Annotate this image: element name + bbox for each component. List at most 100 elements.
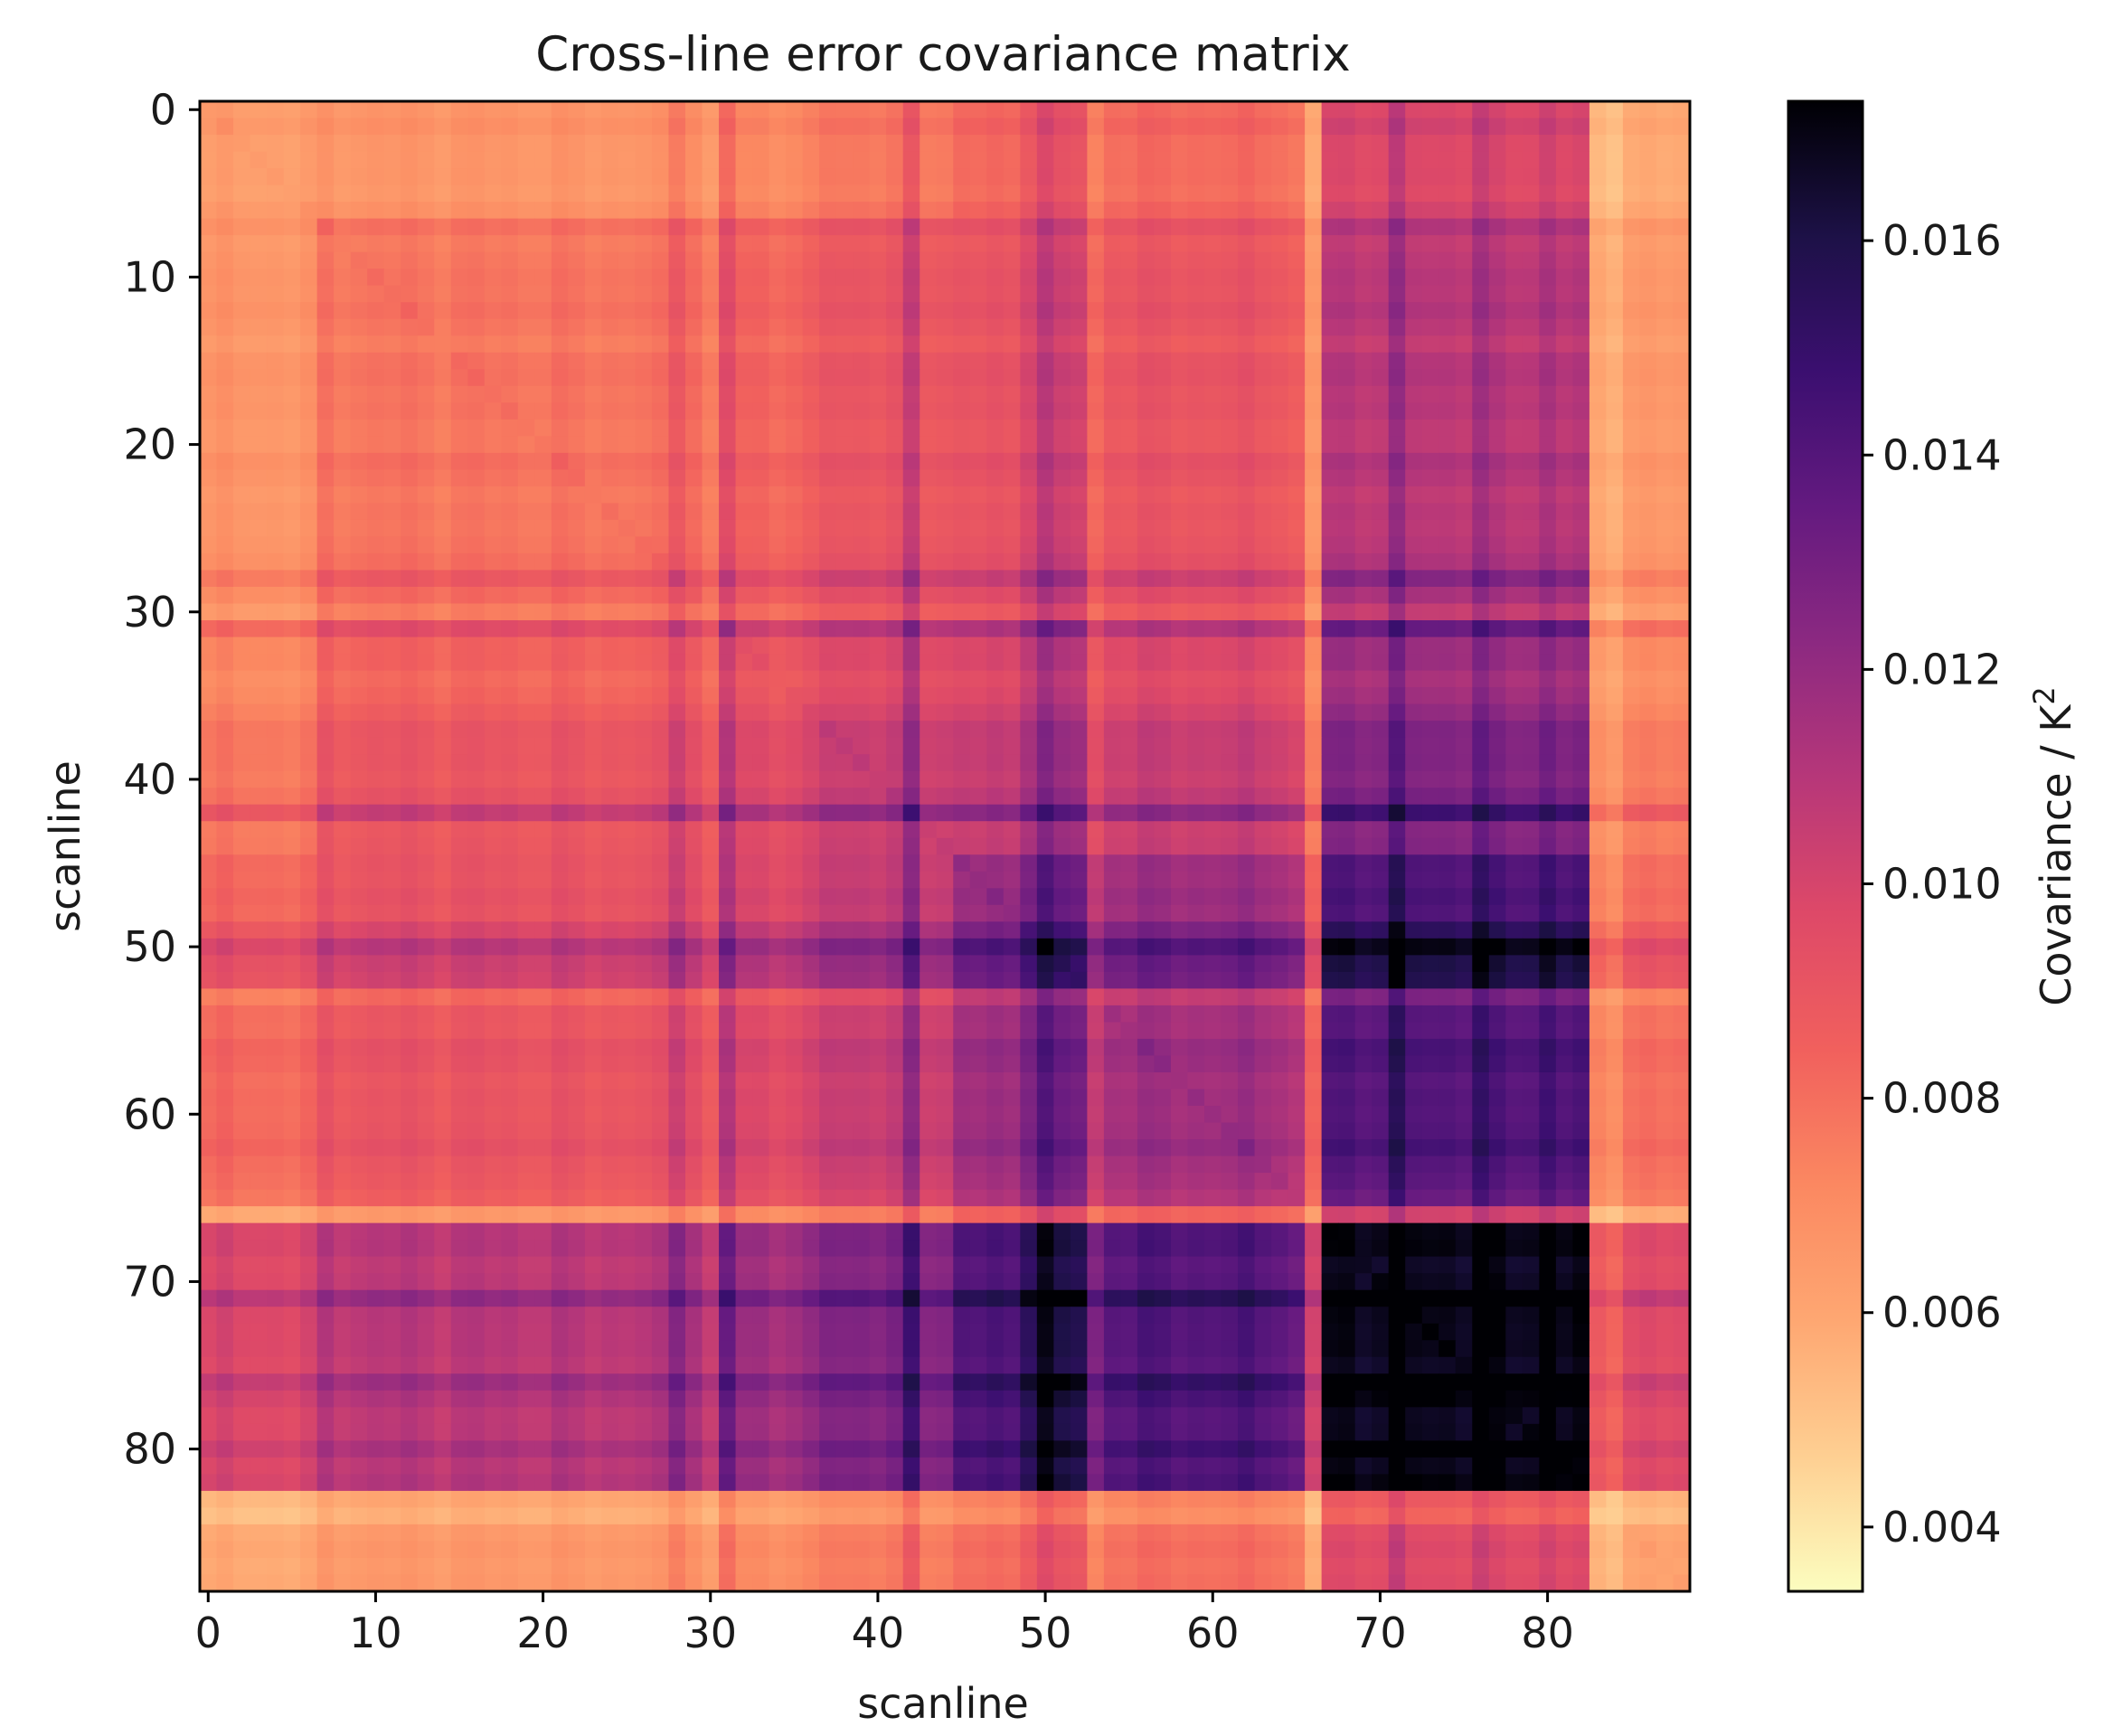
heatmap-cell xyxy=(568,184,586,203)
heatmap-cell xyxy=(334,151,352,169)
heatmap-cell xyxy=(1087,285,1105,303)
heatmap-cell xyxy=(668,888,686,906)
heatmap-cell xyxy=(1036,854,1054,873)
heatmap-cell xyxy=(1655,536,1674,554)
heatmap-cell xyxy=(1488,737,1506,755)
heatmap-cell xyxy=(1087,469,1105,487)
heatmap-cell xyxy=(969,1005,987,1024)
heatmap-cell xyxy=(1238,938,1256,956)
heatmap-cell xyxy=(467,788,486,806)
heatmap-cell xyxy=(1421,269,1439,287)
heatmap-cell xyxy=(517,603,535,621)
heatmap-cell xyxy=(986,436,1005,454)
heatmap-cell xyxy=(1505,871,1523,889)
heatmap-cell xyxy=(1103,721,1122,739)
heatmap-cell xyxy=(869,235,887,253)
heatmap-cell xyxy=(1204,821,1222,839)
heatmap-cell xyxy=(668,235,686,253)
heatmap-cell xyxy=(233,402,251,420)
heatmap-cell xyxy=(1305,436,1323,454)
heatmap-cell xyxy=(1020,469,1038,487)
heatmap-cell xyxy=(1137,620,1156,638)
heatmap-cell xyxy=(1405,570,1423,588)
heatmap-cell xyxy=(1606,971,1624,989)
heatmap-cell xyxy=(752,452,770,470)
heatmap-cell xyxy=(551,971,569,989)
heatmap-cell xyxy=(316,687,335,705)
heatmap-cell xyxy=(1572,670,1590,688)
heatmap-cell xyxy=(551,620,569,638)
heatmap-cell xyxy=(1137,184,1156,203)
heatmap-cell xyxy=(668,118,686,136)
heatmap-cell xyxy=(802,737,820,755)
heatmap-cell xyxy=(501,469,519,487)
heatmap-cell xyxy=(819,235,837,253)
heatmap-cell xyxy=(920,654,938,672)
heatmap-cell xyxy=(1655,118,1674,136)
heatmap-cell xyxy=(635,687,653,705)
heatmap-cell xyxy=(1421,419,1439,437)
heatmap-cell xyxy=(719,854,737,873)
heatmap-cell xyxy=(601,151,619,169)
heatmap-cell xyxy=(1405,804,1423,822)
heatmap-cell xyxy=(1053,251,1071,269)
heatmap-cell xyxy=(651,235,670,253)
heatmap-cell xyxy=(1238,620,1256,638)
heatmap-cell xyxy=(635,486,653,505)
heatmap-cell xyxy=(1539,452,1557,470)
heatmap-cell xyxy=(1539,385,1557,403)
heatmap-cell xyxy=(635,603,653,621)
heatmap-cell xyxy=(1606,737,1624,755)
heatmap-cell xyxy=(635,888,653,906)
heatmap-cell xyxy=(953,402,971,420)
heatmap-cell xyxy=(902,486,920,505)
heatmap-cell xyxy=(334,402,352,420)
heatmap-cell xyxy=(1238,737,1256,755)
heatmap-cell xyxy=(316,369,335,387)
heatmap-cell xyxy=(1505,721,1523,739)
heatmap-cell xyxy=(1673,754,1691,772)
heatmap-cell xyxy=(1488,654,1506,672)
heatmap-cell xyxy=(668,519,686,538)
heatmap-cell xyxy=(1003,436,1021,454)
heatmap-cell xyxy=(684,888,703,906)
heatmap-cell xyxy=(1020,419,1038,437)
heatmap-cell xyxy=(551,737,569,755)
heatmap-cell xyxy=(1187,754,1205,772)
heatmap-cell xyxy=(1103,971,1122,989)
heatmap-cell xyxy=(1053,837,1071,855)
heatmap-cell xyxy=(1421,637,1439,655)
heatmap-cell xyxy=(1455,452,1473,470)
heatmap-cell xyxy=(316,1022,335,1040)
heatmap-cell xyxy=(769,788,787,806)
heatmap-cell xyxy=(1655,251,1674,269)
heatmap-cell xyxy=(484,804,502,822)
heatmap-cell xyxy=(635,385,653,403)
heatmap-cell xyxy=(902,352,920,370)
heatmap-cell xyxy=(601,419,619,437)
heatmap-cell xyxy=(702,285,720,303)
heatmap-cell xyxy=(484,703,502,722)
heatmap-cell xyxy=(1405,921,1423,939)
heatmap-cell xyxy=(1070,352,1088,370)
heatmap-cell xyxy=(1439,302,1457,320)
heatmap-cell xyxy=(1455,570,1473,588)
heatmap-cell xyxy=(936,335,954,354)
heatmap-cell xyxy=(1572,486,1590,505)
heatmap-cell xyxy=(450,519,468,538)
heatmap-cell xyxy=(752,854,770,873)
heatmap-cell xyxy=(1137,971,1156,989)
heatmap-cell xyxy=(334,687,352,705)
heatmap-cell xyxy=(1288,1022,1306,1040)
heatmap-cell xyxy=(551,988,569,1006)
heatmap-cell xyxy=(802,637,820,655)
heatmap-cell xyxy=(635,988,653,1006)
heatmap-cell xyxy=(1488,235,1506,253)
heatmap-cell xyxy=(584,938,603,956)
heatmap-cell xyxy=(1555,854,1573,873)
heatmap-cell xyxy=(618,821,637,839)
heatmap-cell xyxy=(450,871,468,889)
heatmap-cell xyxy=(886,670,904,688)
heatmap-cell xyxy=(1572,637,1590,655)
heatmap-cell xyxy=(702,369,720,387)
